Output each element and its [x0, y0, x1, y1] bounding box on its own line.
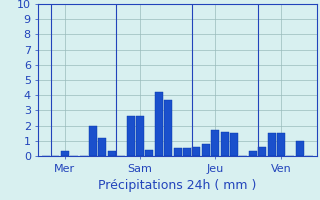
X-axis label: Précipitations 24h ( mm ): Précipitations 24h ( mm )	[99, 179, 257, 192]
Bar	[296, 141, 304, 156]
Bar	[183, 148, 191, 156]
Bar	[98, 138, 106, 156]
Bar	[89, 126, 97, 156]
Bar	[249, 151, 257, 156]
Bar	[108, 151, 116, 156]
Bar	[268, 133, 276, 156]
Bar	[192, 147, 200, 156]
Bar	[61, 151, 69, 156]
Bar	[202, 144, 210, 156]
Bar	[174, 148, 181, 156]
Bar	[136, 116, 144, 156]
Bar	[220, 132, 228, 156]
Bar	[145, 150, 153, 156]
Bar	[127, 116, 135, 156]
Bar	[277, 133, 285, 156]
Bar	[211, 130, 219, 156]
Bar	[164, 100, 172, 156]
Bar	[155, 92, 163, 156]
Bar	[258, 147, 266, 156]
Bar	[230, 133, 238, 156]
